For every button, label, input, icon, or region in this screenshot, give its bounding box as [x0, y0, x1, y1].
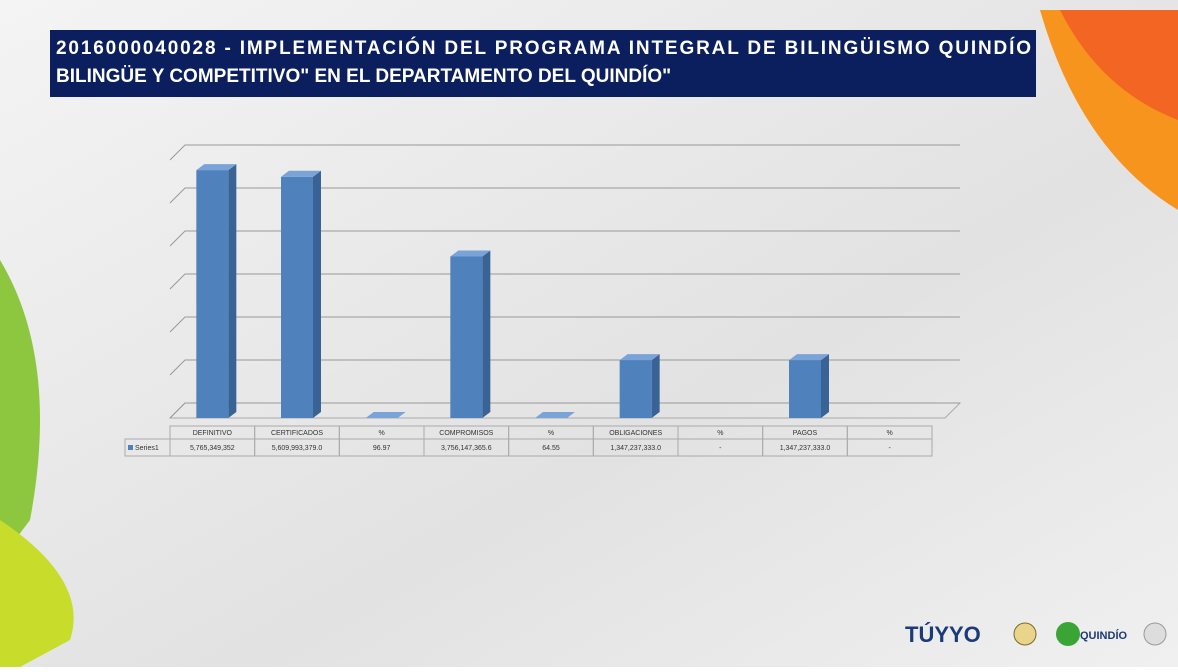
bar-side [228, 164, 237, 418]
grid-line [169, 144, 960, 161]
decor-yellow [0, 520, 74, 667]
value-label: 64.55 [542, 445, 560, 452]
bar-top [281, 170, 321, 177]
bar [619, 360, 652, 418]
logo-text: QUINDÍO [1080, 629, 1128, 642]
value-label: 5,765,349,352 [190, 445, 235, 452]
chart: Series1 5,765,349,352 5,609,993,379.0 96.97… [124, 144, 962, 457]
x-tick-label: % [717, 430, 723, 437]
value-label: - [888, 445, 891, 452]
grid-line [169, 316, 960, 333]
legend-label: Series1 [135, 445, 159, 452]
x-tick-label: PAGOS [793, 430, 818, 437]
x-tick-label: % [887, 430, 893, 437]
bar-top [789, 354, 829, 361]
value-label: 3,756,147,365.6 [441, 445, 492, 452]
bar-top [450, 250, 491, 257]
value-label: - [719, 445, 722, 452]
bar-side [651, 354, 660, 418]
value-label: 1,347,237,333.0 [610, 445, 661, 452]
bar [450, 256, 483, 418]
logo-seal [1143, 622, 1167, 646]
grid-line [169, 359, 960, 376]
decor-green [0, 260, 40, 560]
grid-line [169, 402, 960, 419]
value-label: 96.97 [373, 445, 391, 452]
logo-seal [1013, 622, 1037, 646]
bar-top [535, 412, 575, 418]
chart-title: 2016000040028 - IMPLEMENTACIÓN DEL PROGR… [56, 37, 1031, 59]
title-box [50, 30, 1036, 97]
bar [281, 176, 313, 418]
x-tick-label: DEFINITIVO [193, 430, 233, 437]
x-tick-label: OBLIGACIONES [609, 430, 662, 437]
value-label: 5,609,993,379.0 [272, 445, 323, 452]
grid-line [169, 187, 960, 204]
logo-circle [1056, 622, 1080, 646]
bar [789, 360, 821, 418]
bar-top [619, 354, 660, 361]
grid-line [169, 273, 960, 290]
bar-top [196, 164, 237, 171]
bar-side [313, 170, 321, 418]
logo-text: TÚYYO [905, 622, 981, 647]
x-tick-label: % [379, 430, 385, 437]
table-cell [846, 425, 933, 440]
bar-side [821, 354, 829, 418]
x-tick-label: % [548, 430, 554, 437]
x-tick-label: CERTIFICADOS [271, 430, 323, 437]
value-label: 1,347,237,333.0 [780, 445, 831, 452]
decor-orange-dark [1060, 10, 1178, 120]
grid-line [169, 230, 960, 247]
bar-side [482, 250, 491, 418]
legend-swatch [128, 445, 133, 450]
bar-top [365, 412, 406, 418]
bar [196, 170, 229, 418]
x-tick-label: COMPROMISOS [439, 430, 493, 437]
chart-title: BILINGÜE Y COMPETITIVO" EN EL DEPARTAMEN… [56, 65, 671, 87]
